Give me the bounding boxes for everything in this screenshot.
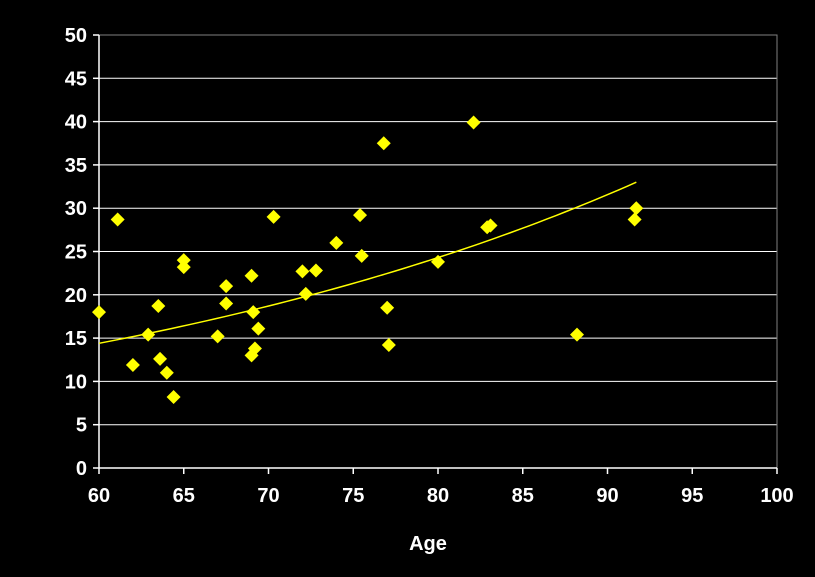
y-tick-label-45: 45 — [65, 68, 87, 90]
data-point-9 — [176, 253, 191, 268]
data-point-22 — [329, 235, 344, 250]
x-axis-title: Age — [409, 533, 447, 555]
y-tick-label-30: 30 — [65, 198, 87, 220]
x-tick-label-95: 95 — [681, 485, 703, 507]
data-point-17 — [251, 321, 266, 336]
data-point-25 — [376, 136, 391, 151]
x-tick-label-90: 90 — [596, 485, 618, 507]
x-tick-label-85: 85 — [512, 485, 534, 507]
data-point-29 — [466, 115, 481, 130]
y-axis-tick-labels: 0 5 10 15 20 25 30 35 40 45 50 — [65, 25, 87, 480]
data-point-15 — [246, 305, 261, 320]
data-point-7 — [166, 389, 181, 404]
data-point-24 — [354, 248, 369, 263]
y-tick-label-35: 35 — [65, 155, 87, 177]
y-tick-label-40: 40 — [65, 112, 87, 134]
x-tick-label-100: 100 — [760, 485, 793, 507]
x-tick-label-65: 65 — [173, 485, 195, 507]
data-point-1 — [110, 212, 125, 227]
data-point-18 — [266, 209, 281, 224]
x-tick-label-80: 80 — [427, 485, 449, 507]
data-point-13 — [244, 268, 259, 283]
y-tick-label-5: 5 — [76, 415, 87, 437]
y-tick-label-50: 50 — [65, 25, 87, 47]
data-point-16 — [247, 341, 262, 356]
data-point-20 — [298, 286, 313, 301]
x-tick-label-60: 60 — [88, 485, 110, 507]
data-point-34 — [629, 201, 644, 216]
y-tick-label-0: 0 — [76, 458, 87, 480]
data-point-27 — [381, 338, 396, 353]
data-point-10 — [210, 329, 225, 344]
data-point-19 — [295, 264, 310, 279]
data-point-21 — [308, 263, 323, 278]
data-point-26 — [380, 300, 395, 315]
y-tick-label-25: 25 — [65, 242, 87, 264]
data-point-11 — [219, 296, 234, 311]
data-point-32 — [569, 327, 584, 342]
axes — [93, 34, 778, 474]
data-point-28 — [431, 254, 445, 269]
x-tick-label-70: 70 — [257, 485, 279, 507]
data-point-33 — [627, 212, 642, 227]
data-point-2 — [125, 357, 140, 372]
data-points — [92, 115, 644, 404]
y-tick-label-10: 10 — [65, 371, 87, 393]
data-point-12 — [219, 279, 234, 294]
data-point-4 — [151, 299, 166, 314]
data-point-6 — [159, 365, 174, 380]
data-point-0 — [92, 305, 106, 320]
y-tick-label-20: 20 — [65, 285, 87, 307]
data-point-3 — [141, 327, 156, 342]
trendline — [98, 181, 637, 345]
data-point-23 — [353, 208, 368, 223]
x-axis-tick-labels: 60 65 70 75 80 85 90 95 100 — [88, 485, 794, 507]
y-tick-label-15: 15 — [65, 328, 87, 350]
x-tick-label-75: 75 — [342, 485, 364, 507]
data-point-5 — [153, 351, 168, 366]
data-point-31 — [483, 218, 498, 233]
